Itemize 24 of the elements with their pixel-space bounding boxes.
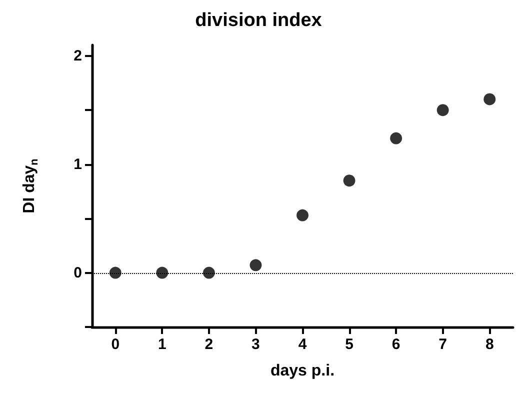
point — [250, 259, 262, 272]
x-tick-label: 8 — [485, 336, 494, 353]
x-tick-label: 6 — [392, 336, 400, 353]
x-tick-label: 7 — [438, 336, 448, 353]
point — [484, 93, 496, 106]
point — [436, 104, 449, 116]
y-tick-label: 1 — [74, 156, 82, 173]
point — [109, 266, 122, 279]
x-tick-label: 5 — [345, 336, 354, 353]
point — [390, 132, 402, 144]
y-tick-label: 0 — [74, 264, 82, 282]
x-axis-title: days p.i. — [270, 362, 335, 380]
point — [156, 266, 168, 279]
point — [343, 174, 356, 187]
x-tick-label: 4 — [298, 336, 308, 353]
y-axis-title: DI dayn — [21, 158, 40, 214]
x-tick-label: 2 — [204, 336, 214, 353]
x-tick-label: 0 — [111, 336, 120, 353]
point — [202, 266, 215, 279]
y-tick-label: 2 — [74, 47, 82, 64]
x-tick-label: 3 — [252, 336, 260, 353]
x-tick-label: 1 — [158, 336, 166, 353]
point — [296, 209, 308, 222]
chart-title: division index — [195, 10, 322, 31]
